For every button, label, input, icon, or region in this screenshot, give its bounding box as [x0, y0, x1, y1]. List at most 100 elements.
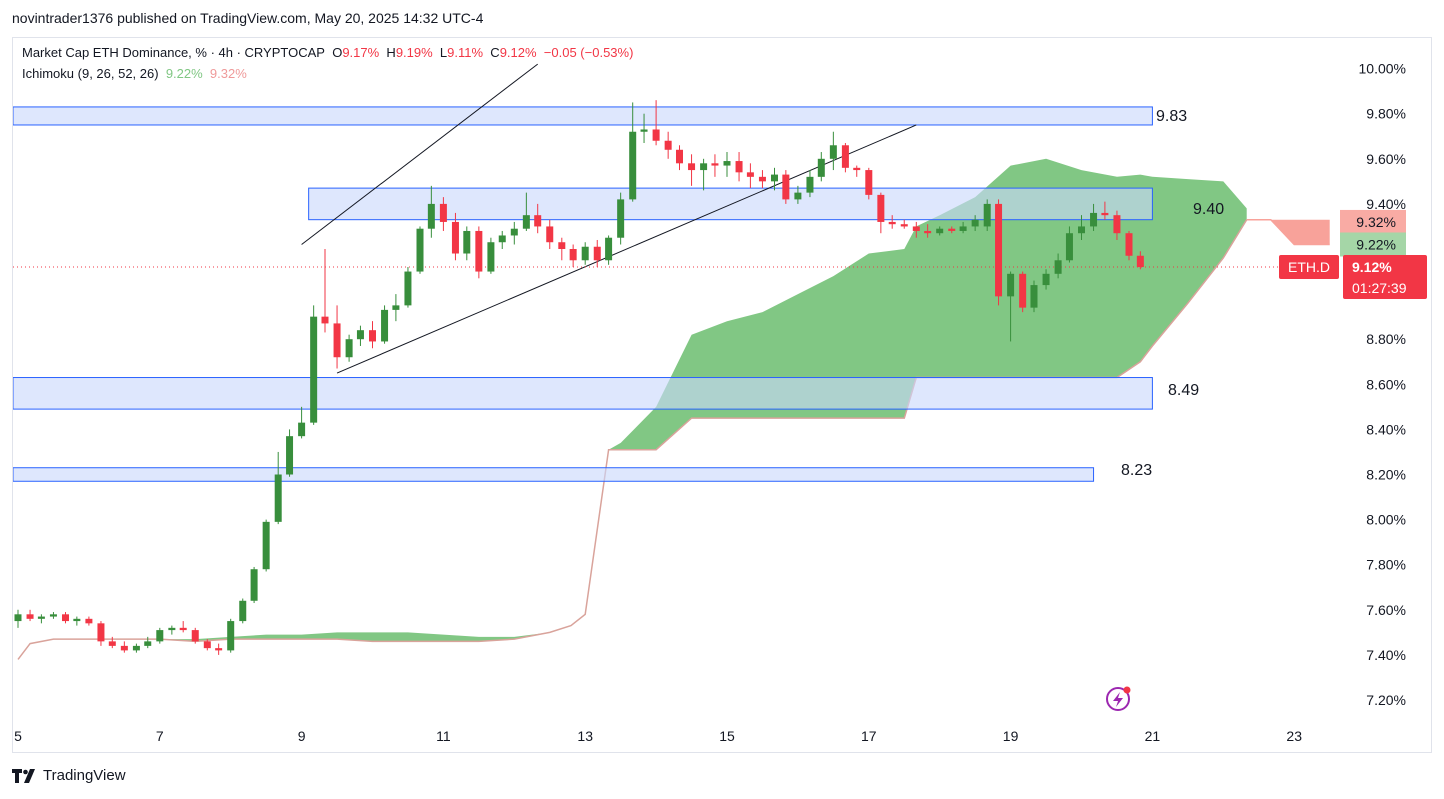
candle — [120, 645, 128, 651]
candle — [723, 161, 731, 166]
candle — [900, 224, 908, 227]
candle — [912, 226, 920, 231]
x-tick-label: 23 — [1286, 728, 1302, 744]
high-value: 9.19% — [395, 45, 433, 60]
candle — [463, 230, 471, 254]
candle — [605, 237, 613, 261]
candle — [250, 569, 258, 601]
low-value: 9.11% — [447, 45, 484, 60]
candle — [215, 648, 223, 651]
candle — [1054, 260, 1062, 274]
x-tick-label: 9 — [298, 728, 306, 744]
plot-area — [13, 63, 1338, 660]
candle — [85, 618, 93, 624]
candle — [558, 242, 566, 249]
candle — [262, 521, 270, 570]
candle — [392, 305, 400, 310]
x-tick-label: 21 — [1145, 728, 1161, 744]
symbol-legend: Market Cap ETH Dominance, % · 4h · CRYPT… — [22, 45, 633, 60]
tradingview-brand[interactable]: TradingView — [43, 767, 126, 784]
y-tick-label: 8.60% — [1366, 376, 1406, 392]
candle — [179, 627, 187, 631]
candle — [108, 641, 116, 646]
price-countdown-label: 01:27:39 — [1352, 280, 1407, 296]
snapshot-icon-bolt — [1113, 692, 1123, 707]
candle — [356, 330, 364, 340]
x-tick-label: 11 — [436, 728, 451, 744]
candle — [427, 203, 435, 229]
candle — [959, 226, 967, 231]
close-label: C — [490, 45, 500, 60]
candle — [700, 163, 708, 171]
candle — [321, 316, 329, 324]
candle — [877, 194, 885, 222]
candle — [239, 600, 247, 622]
candle — [888, 221, 896, 225]
zone-0 — [13, 106, 1153, 126]
price-value-tag — [1343, 255, 1427, 300]
span-b-tag-label: 9.32% — [1356, 214, 1396, 230]
candle — [345, 339, 353, 358]
candle — [581, 246, 589, 261]
candle — [73, 618, 81, 622]
candle — [853, 167, 861, 171]
candle — [156, 630, 164, 642]
zone-3 — [13, 467, 1095, 482]
candle — [629, 131, 637, 200]
candle — [569, 249, 577, 261]
candle — [1019, 273, 1027, 308]
candle — [817, 158, 825, 177]
candle — [132, 645, 140, 651]
price-value-label: 9.12% — [1352, 259, 1392, 275]
candle — [1065, 233, 1073, 261]
candle — [1113, 215, 1121, 234]
close-value: 9.12% — [499, 45, 537, 60]
x-tick-label: 17 — [861, 728, 877, 744]
zone-1 — [308, 187, 1153, 221]
tradingview-logo-icon — [12, 768, 35, 783]
y-tick-label: 7.80% — [1366, 557, 1406, 573]
candle — [333, 323, 341, 358]
y-tick-label: 7.60% — [1366, 602, 1406, 618]
ichimoku-title[interactable]: Ichimoku (9, 26, 52, 26) — [22, 66, 159, 81]
y-tick-label: 7.40% — [1366, 647, 1406, 663]
candle — [451, 221, 459, 254]
zone-2 — [13, 377, 1153, 410]
ichimoku-cloud-red-edge — [1246, 218, 1330, 246]
high-label: H — [386, 45, 396, 60]
candle — [310, 316, 318, 423]
candle — [688, 163, 696, 171]
x-tick-label: 5 — [14, 728, 22, 744]
candle — [1090, 212, 1098, 227]
zone-label-2: 8.49 — [1168, 382, 1199, 399]
candle — [782, 174, 790, 200]
y-tick-label: 7.20% — [1366, 692, 1406, 708]
candle — [26, 614, 34, 619]
open-label: O — [332, 45, 343, 60]
y-tick-label: 8.80% — [1366, 331, 1406, 347]
candle — [274, 474, 282, 522]
candle — [369, 330, 376, 342]
candle — [1007, 273, 1015, 297]
candle — [510, 228, 518, 236]
y-tick-label: 9.80% — [1366, 106, 1406, 122]
candle — [227, 621, 235, 651]
trendline-0 — [301, 63, 539, 245]
candle — [381, 309, 389, 342]
candle — [711, 163, 719, 166]
candle — [735, 161, 743, 173]
candle — [664, 140, 672, 150]
candle — [498, 235, 506, 243]
candle — [487, 242, 495, 272]
candle — [675, 149, 683, 164]
price-symbol-label: ETH.D — [1288, 259, 1330, 275]
candle — [1136, 255, 1144, 268]
candle — [983, 203, 991, 227]
candle — [758, 176, 766, 182]
y-tick-label: 10.00% — [1359, 61, 1406, 77]
span-b-tag — [1340, 209, 1406, 234]
publisher-line: novintrader1376 published on TradingView… — [12, 10, 484, 26]
candle — [97, 623, 105, 642]
symbol-title[interactable]: Market Cap ETH Dominance, % · 4h · CRYPT… — [22, 45, 325, 60]
